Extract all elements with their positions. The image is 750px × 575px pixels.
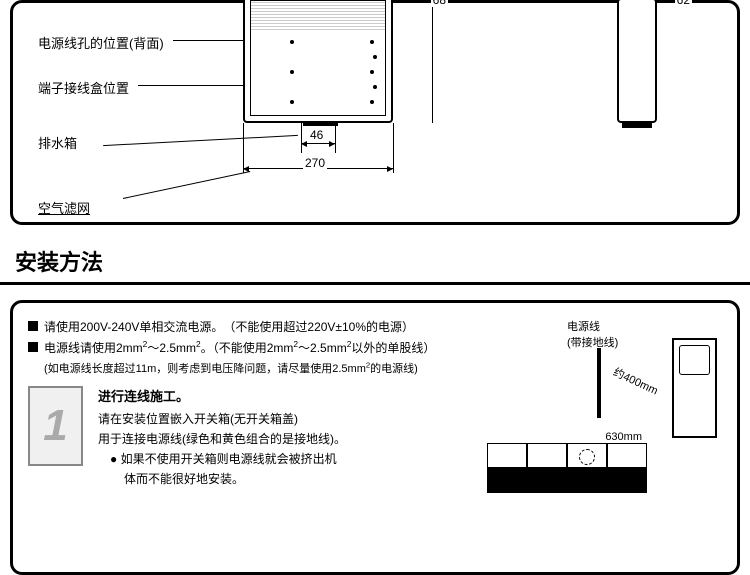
ext-line <box>335 123 336 153</box>
ext-line <box>393 123 394 173</box>
dim-68: 68 <box>431 0 448 7</box>
step-line-1: 请在安装位置嵌入开关箱(无开关箱盖) <box>98 410 346 427</box>
device-foot <box>303 121 338 126</box>
wall-cable-diagram: 电源线 (带接地线) 约400mm 630mm <box>487 313 717 493</box>
step-line-2: 用于连接电源线(绿色和黄色组合的是接地线)。 <box>98 430 346 447</box>
side-body <box>617 0 657 123</box>
b2d: ～2.5mm <box>298 341 347 355</box>
step-title: 进行连线施工。 <box>98 386 346 405</box>
dim-46: 46 <box>308 128 325 142</box>
note-a: (如电源线长度超过11m，则考虑到电压降问题，请尽量使用2.5mm <box>44 363 366 375</box>
dot <box>290 70 294 74</box>
tile <box>607 443 647 468</box>
title-underline <box>0 282 750 285</box>
tile-filled <box>527 468 567 493</box>
ext-line <box>301 123 302 153</box>
tile <box>527 443 567 468</box>
note-b: 的电源线) <box>370 363 418 375</box>
tile-marker <box>567 443 607 468</box>
step-number-box: 1 <box>28 386 83 466</box>
label-drain-box: 排水箱 <box>38 133 77 152</box>
dot <box>290 100 294 104</box>
installation-panel: 请使用200V-240V单相交流电源。 （不能使用超过220V±10%的电源） … <box>10 300 740 575</box>
device-outline <box>243 0 393 123</box>
side-view-diagram: 62 <box>617 0 657 138</box>
dot <box>373 55 377 59</box>
wall-junction-box <box>672 338 717 438</box>
dim-630mm: 630mm <box>487 431 647 443</box>
dim-line-46 <box>301 143 335 144</box>
tile-filled <box>567 468 607 493</box>
dot <box>290 40 294 44</box>
dot <box>370 40 374 44</box>
dim-62: 62 <box>675 0 692 7</box>
dot <box>370 100 374 104</box>
tile-filled <box>487 468 527 493</box>
cable-label-1: 电源线 <box>567 318 618 334</box>
top-diagram-panel: 电源线孔的位置(背面) 端子接线盒位置 排水箱 空气滤网 46 270 <box>10 0 740 225</box>
bullet1-text-a: 请使用200V-240V单相交流电源。 <box>44 318 223 335</box>
section-title: 安装方法 <box>15 245 735 277</box>
box-inner <box>679 345 710 375</box>
device-hatch <box>250 0 386 30</box>
label-power-hole: 电源线孔的位置(背面) <box>38 33 164 52</box>
b2e: 以外的单股线） <box>351 341 435 355</box>
b2c: 。（不能使用2mm <box>201 341 294 355</box>
label-terminal-box: 端子接线盒位置 <box>38 78 129 97</box>
tile-filled <box>607 468 647 493</box>
bullet1-text-b: （不能使用超过220V±10%的电源） <box>223 318 414 335</box>
b2b: ～2.5mm <box>147 341 196 355</box>
tile-row <box>487 443 647 468</box>
tile-grid: 630mm <box>487 431 647 493</box>
tile <box>487 443 527 468</box>
dim-270: 270 <box>303 156 327 170</box>
front-view-diagram: 46 270 68 <box>213 0 493 198</box>
cable-label: 电源线 (带接地线) <box>567 318 618 350</box>
step-sub-1: ● 如果不使用开关箱则电源线就会被挤出机 <box>110 450 346 467</box>
cable-label-2: (带接地线) <box>567 334 618 350</box>
step-sub-2: 体而不能很好地安装。 <box>124 470 346 487</box>
dot <box>370 70 374 74</box>
b2a: 电源线请使用2mm <box>44 341 143 355</box>
bullet-square-icon <box>28 342 38 352</box>
dim-400mm: 约400mm <box>611 364 661 399</box>
bullet-square-icon <box>28 321 38 331</box>
label-air-filter: 空气滤网 <box>38 198 90 217</box>
dot <box>373 85 377 89</box>
side-foot <box>622 123 652 128</box>
tile-row <box>487 468 647 493</box>
right-dim-line <box>432 0 433 123</box>
cable-wire-2 <box>599 348 601 418</box>
step-content: 进行连线施工。 请在安装位置嵌入开关箱(无开关箱盖) 用于连接电源线(绿色和黄色… <box>98 386 346 490</box>
